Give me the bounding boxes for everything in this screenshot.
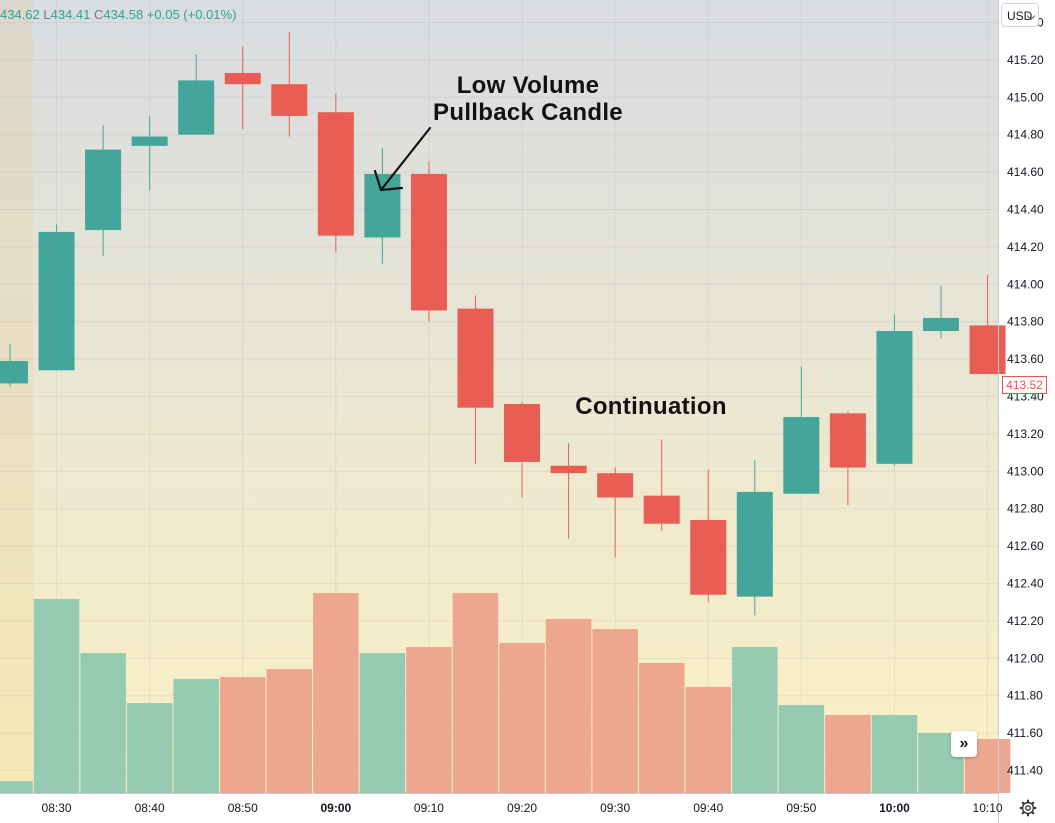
candle-body <box>410 173 447 311</box>
y-tick-label: 413.60 <box>1007 352 1044 366</box>
y-tick-label: 413.20 <box>1007 427 1044 441</box>
volume-bar <box>126 703 173 793</box>
volume-bar <box>406 647 452 793</box>
volume-bar <box>545 619 592 793</box>
candles <box>0 31 1006 616</box>
candle-body <box>38 231 75 371</box>
y-tick-label: 411.80 <box>1007 689 1043 703</box>
volume-bar <box>825 715 871 793</box>
volume-bars <box>0 593 1011 793</box>
candle-body <box>736 491 773 597</box>
y-tick-label: 415.00 <box>1007 90 1044 104</box>
volume-bar <box>778 705 825 793</box>
x-tick-label: 09:10 <box>414 801 444 815</box>
volume-bar <box>359 653 406 793</box>
candle-body <box>550 465 587 474</box>
legend-open-value: 434.62 <box>0 7 40 22</box>
volume-bar <box>452 593 499 793</box>
y-tick-label: 412.80 <box>1007 502 1044 516</box>
candle-body <box>690 519 727 595</box>
y-tick-label: 414.60 <box>1007 165 1044 179</box>
x-tick-label: 08:40 <box>135 801 165 815</box>
currency-selector[interactable]: USD <box>1001 3 1039 27</box>
candle-body <box>876 331 913 464</box>
candle-body <box>178 80 215 135</box>
y-tick-label: 412.40 <box>1007 577 1044 591</box>
volume-bar <box>592 629 638 793</box>
candle-body <box>923 317 959 332</box>
x-tick-label: 08:30 <box>42 801 72 815</box>
legend-close-key: C <box>94 7 104 22</box>
y-tick-label: 412.20 <box>1007 614 1044 628</box>
y-tick-label: 411.60 <box>1007 726 1043 740</box>
chart-background <box>0 0 998 793</box>
candle-body <box>597 473 634 498</box>
candle-body <box>783 417 820 494</box>
y-tick-label: 413.00 <box>1007 464 1044 478</box>
time-axis-labels: 08:30 08:40 08:50 09:00 09:10 09:20 09:30 09:40… <box>42 801 1003 815</box>
y-tick-label: 412.00 <box>1007 651 1044 665</box>
y-tick-label: 414.00 <box>1007 277 1044 291</box>
y-tick-label: 412.60 <box>1007 539 1044 553</box>
volume-bar <box>33 599 80 793</box>
legend-change: +0.05 (+0.01%) <box>146 7 237 22</box>
candle-body <box>969 325 1006 375</box>
candle-body <box>457 308 494 408</box>
volume-bar <box>266 669 313 793</box>
volume-bar <box>0 781 33 793</box>
x-tick-label: 10:10 <box>973 801 1003 815</box>
x-tick-label: 09:40 <box>693 801 723 815</box>
candle-body <box>317 112 354 236</box>
candle-body <box>271 84 308 116</box>
volume-bar <box>313 593 359 793</box>
x-tick-label: 10:00 <box>879 801 910 815</box>
price-axis-background <box>998 0 1055 823</box>
candle-body <box>131 136 168 146</box>
scroll-to-realtime-button[interactable]: » <box>951 731 977 757</box>
currency-label: USD <box>1007 9 1033 23</box>
x-tick-label: 09:50 <box>786 801 816 815</box>
y-tick-label: 413.80 <box>1007 315 1044 329</box>
x-tick-label: 09:00 <box>320 801 351 815</box>
y-tick-label: 415.20 <box>1007 53 1044 67</box>
candle-body <box>504 403 541 462</box>
price-axis-labels: 415.40415.20415.00414.80414.60414.40414.… <box>1007 15 1044 777</box>
pullback-annotation-line2: Pullback Candle <box>433 99 623 126</box>
x-tick-label: 09:20 <box>507 801 537 815</box>
last-price-tag: 413.52 <box>1002 376 1047 394</box>
legend-low-value: 434.41 <box>50 7 91 22</box>
volume-bar <box>219 677 266 793</box>
volume-bar <box>871 715 918 793</box>
x-tick-label: 09:30 <box>600 801 630 815</box>
legend-close-value: 434.58 <box>103 7 144 22</box>
volume-bar <box>685 687 732 793</box>
premarket-shade <box>0 0 33 793</box>
pullback-annotation: Low Volume Pullback Candle <box>418 72 638 126</box>
volume-bar <box>173 679 219 793</box>
legend-low-key: L <box>43 7 51 22</box>
time-axis-background <box>0 793 998 823</box>
candle-body <box>364 173 401 238</box>
volume-bar <box>732 647 778 793</box>
candle-body <box>643 495 680 524</box>
x-tick-label: 08:50 <box>228 801 258 815</box>
volume-bar <box>499 643 545 793</box>
double-chevron-right-icon: » <box>959 735 969 752</box>
y-tick-label: 414.20 <box>1007 240 1044 254</box>
y-tick-label: 414.80 <box>1007 128 1044 142</box>
y-tick-label: 411.40 <box>1007 764 1043 778</box>
candle-body <box>0 360 28 384</box>
annotation-arrow <box>373 126 432 192</box>
candle-body <box>85 149 122 231</box>
y-tick-label: 414.40 <box>1007 202 1044 216</box>
gear-icon[interactable] <box>1019 799 1037 817</box>
ohlc-legend: 434.62 L434.41 C434.58 +0.05 (+0.01%) <box>0 7 236 22</box>
candle-body <box>829 413 866 468</box>
volume-bar <box>80 653 126 793</box>
volume-bar <box>638 663 685 793</box>
pullback-annotation-line1: Low Volume <box>456 72 600 99</box>
continuation-annotation: Continuation <box>575 393 727 420</box>
candle-body <box>224 72 261 85</box>
